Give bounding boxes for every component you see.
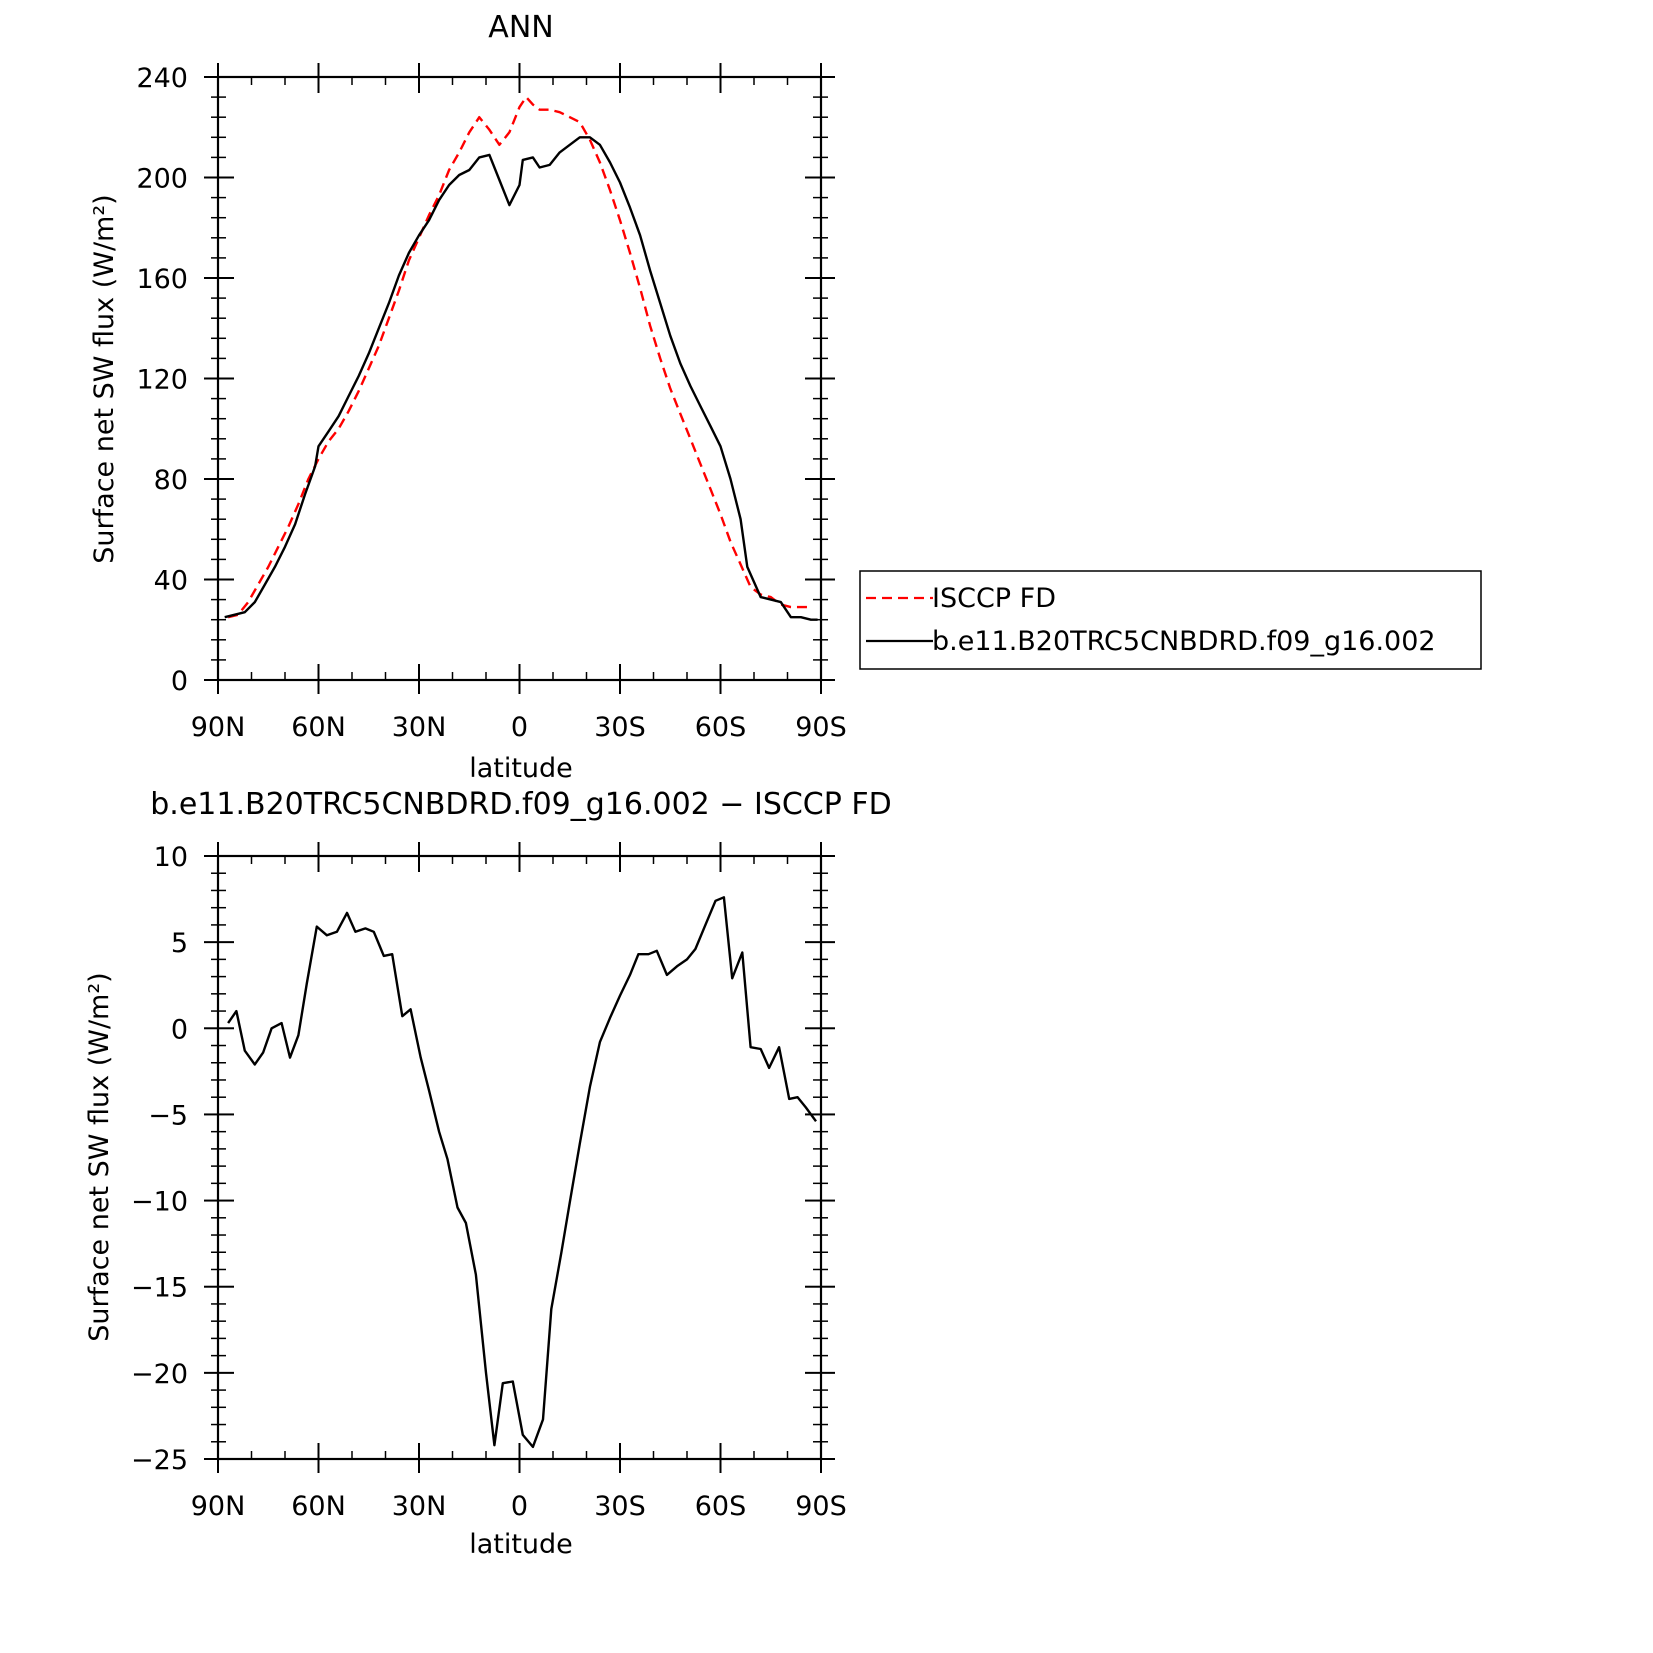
top-plot-frame bbox=[216, 75, 823, 682]
top-x-ticks: 90N 60N 30N 0 30S 60S 90S bbox=[191, 63, 847, 743]
bottom-panel: b.e11.B20TRC5CNBDRD.f09_g16.002 − ISCCP … bbox=[84, 787, 892, 1560]
y-tick-label: −15 bbox=[131, 1273, 188, 1304]
x-tick-label: 30S bbox=[594, 1491, 646, 1522]
legend-item-isccp: ISCCP FD bbox=[866, 583, 1056, 614]
x-tick-label: 90N bbox=[191, 712, 246, 743]
bottom-y-axis-label: Surface net SW flux (W/m²) bbox=[84, 972, 115, 1341]
top-panel: ANN Surface net SW flux (W/m²) latitude … bbox=[89, 10, 847, 784]
x-tick-label: 0 bbox=[511, 1491, 528, 1522]
series-line-0 bbox=[227, 95, 811, 619]
x-tick-label: 60N bbox=[291, 712, 346, 743]
x-tick-label: 60S bbox=[695, 712, 747, 743]
bottom-plot-frame bbox=[216, 854, 823, 1461]
top-x-axis-label: latitude bbox=[469, 753, 573, 784]
top-y-axis-label: Surface net SW flux (W/m²) bbox=[89, 194, 120, 563]
y-tick-label: −10 bbox=[131, 1187, 188, 1218]
legend-box bbox=[859, 570, 1482, 670]
y-tick-label: 200 bbox=[136, 164, 188, 195]
x-tick-label: 30S bbox=[594, 712, 646, 743]
x-tick-label: 90N bbox=[191, 1491, 246, 1522]
x-tick-label: 60S bbox=[695, 1491, 747, 1522]
top-chart-title: ANN bbox=[488, 10, 553, 45]
series-line-0 bbox=[227, 896, 817, 1449]
y-tick-label: 10 bbox=[154, 842, 188, 873]
bottom-x-axis-label: latitude bbox=[469, 1529, 573, 1560]
series-line-1 bbox=[224, 136, 818, 621]
y-tick-label: 160 bbox=[136, 264, 188, 295]
y-tick-label: 80 bbox=[154, 465, 188, 496]
bottom-series bbox=[227, 896, 817, 1449]
legend-label-model: b.e11.B20TRC5CNBDRD.f09_g16.002 bbox=[932, 626, 1436, 657]
y-tick-label: −5 bbox=[148, 1100, 188, 1131]
x-tick-label: 30N bbox=[392, 712, 447, 743]
y-tick-label: 120 bbox=[136, 365, 188, 396]
y-tick-label: −20 bbox=[131, 1359, 188, 1390]
y-tick-label: 240 bbox=[136, 63, 188, 94]
x-tick-label: 90S bbox=[795, 1491, 847, 1522]
y-tick-label: −25 bbox=[131, 1445, 188, 1476]
legend-item-model: b.e11.B20TRC5CNBDRD.f09_g16.002 bbox=[866, 626, 1436, 657]
bottom-x-ticks: 90N 60N 30N 0 30S 60S 90S bbox=[191, 842, 847, 1522]
x-tick-label: 30N bbox=[392, 1491, 447, 1522]
x-tick-label: 60N bbox=[291, 1491, 346, 1522]
bottom-chart-title: b.e11.B20TRC5CNBDRD.f09_g16.002 − ISCCP … bbox=[150, 787, 892, 822]
x-tick-label: 90S bbox=[795, 712, 847, 743]
top-y-ticks: 0 40 80 120 160 200 240 bbox=[136, 63, 835, 697]
y-tick-label: 0 bbox=[171, 1014, 188, 1045]
top-series bbox=[224, 95, 818, 621]
bottom-y-ticks: 10 5 0 −5 −10 −15 −20 −25 bbox=[131, 842, 835, 1476]
legend-label-isccp: ISCCP FD bbox=[932, 583, 1056, 614]
y-tick-label: 5 bbox=[171, 928, 188, 959]
y-tick-label: 40 bbox=[154, 566, 188, 597]
x-tick-label: 0 bbox=[511, 712, 528, 743]
y-tick-label: 0 bbox=[171, 666, 188, 697]
legend: ISCCP FD b.e11.B20TRC5CNBDRD.f09_g16.002 bbox=[859, 570, 1482, 670]
